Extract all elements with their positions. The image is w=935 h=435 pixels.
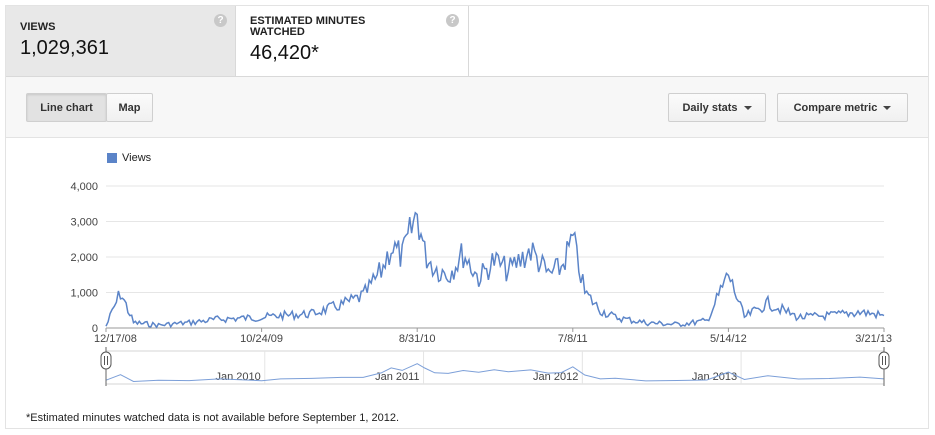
daily-stats-label: Daily stats [682, 101, 738, 114]
overview-year-label: Jan 2011 [375, 371, 419, 383]
chart-legend: Views [107, 152, 151, 164]
metric-minutes-watched[interactable]: ESTIMATED MINUTES WATCHED 46,420* ? [236, 6, 469, 76]
x-tick-label: 10/24/09 [240, 333, 283, 345]
legend-label-views: Views [122, 152, 152, 164]
metric-minutes-value: 46,420* [250, 42, 319, 64]
overview-line [105, 363, 885, 383]
map-button[interactable]: Map [106, 93, 153, 122]
views-line-chart[interactable]: 4,000 3,000 2,000 1,000 0 12/17/08 10/24/09 8/… [6, 138, 928, 403]
chart-area: Views 4,000 3,000 2,000 1,000 0 12/17/08 10/2… [6, 138, 928, 430]
x-tick-label: 8/31/10 [399, 333, 436, 345]
y-tick-label: 2,000 [70, 252, 98, 264]
compare-metric-label: Compare metric [793, 101, 878, 114]
drag-handle-icon[interactable] [878, 351, 890, 370]
x-tick-label: 5/14/12 [710, 333, 747, 345]
compare-metric-dropdown[interactable]: Compare metric [777, 93, 908, 122]
overview-year-label: Jan 2012 [533, 371, 578, 383]
legend-swatch-views [107, 153, 117, 163]
analytics-panel: VIEWS 1,029,361 ? ESTIMATED MINUTES WATC… [5, 5, 929, 429]
series-line-views [105, 211, 885, 329]
x-tick-label: 3/21/13 [855, 333, 892, 345]
x-tick-label: 12/17/08 [94, 333, 137, 345]
metric-views-label: VIEWS [20, 21, 56, 33]
question-icon[interactable]: ? [446, 14, 459, 27]
y-tick-label: 4,000 [70, 181, 98, 193]
metrics-bar: VIEWS 1,029,361 ? ESTIMATED MINUTES WATC… [6, 6, 928, 77]
metric-minutes-label: ESTIMATED MINUTES WATCHED [250, 15, 366, 38]
metric-views[interactable]: VIEWS 1,029,361 ? [6, 6, 236, 76]
y-tick-label: 3,000 [70, 217, 98, 229]
daily-stats-dropdown[interactable]: Daily stats [668, 93, 766, 122]
drag-handle-icon[interactable] [100, 351, 112, 370]
y-tick-label: 1,000 [70, 288, 98, 300]
overview-frame [105, 350, 885, 385]
x-tick-label: 7/8/11 [558, 333, 588, 345]
line-chart-button[interactable]: Line chart [26, 93, 107, 122]
chart-toolbar: Line chart Map Daily stats Compare metri… [6, 77, 928, 138]
overview-navigator[interactable]: Jan 2010 Jan 2011 Jan 2012 Jan 2013 [100, 347, 890, 386]
overview-year-label: Jan 2010 [216, 371, 261, 383]
y-tick-label: 0 [92, 323, 98, 335]
footnote: *Estimated minutes watched data is not a… [26, 412, 400, 424]
chevron-down-icon [883, 105, 892, 110]
chevron-down-icon [743, 105, 752, 110]
question-icon[interactable]: ? [214, 14, 227, 27]
metric-views-value: 1,029,361 [20, 37, 109, 59]
